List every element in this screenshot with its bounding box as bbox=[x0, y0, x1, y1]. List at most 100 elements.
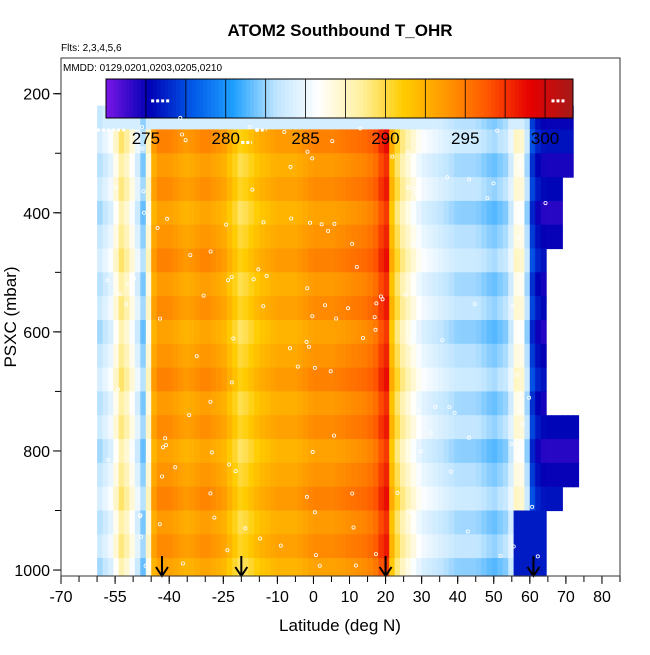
heatmap-cell bbox=[345, 534, 352, 559]
sample-marker bbox=[229, 380, 234, 385]
heatmap-cell bbox=[502, 272, 509, 297]
heatmap-cell bbox=[540, 224, 547, 250]
heatmap-cell bbox=[134, 486, 141, 512]
heatmap-cell bbox=[437, 343, 444, 369]
heatmap-cell bbox=[481, 248, 488, 273]
sample-marker bbox=[209, 450, 214, 455]
heatmap-cell bbox=[97, 153, 104, 178]
sample-marker bbox=[378, 294, 383, 299]
heatmap-cell bbox=[210, 534, 217, 559]
heatmap-cell bbox=[400, 343, 406, 369]
heatmap-cell bbox=[373, 534, 379, 559]
colorbar-segment bbox=[199, 79, 204, 118]
heatmap-cell bbox=[172, 367, 179, 392]
heatmap-cell bbox=[513, 367, 520, 392]
heatmap-cell bbox=[470, 367, 477, 392]
heatmap-cell bbox=[400, 367, 406, 392]
heatmap-cell bbox=[513, 534, 520, 559]
x-tick-label: 50 bbox=[485, 589, 503, 606]
heatmap-cell bbox=[286, 510, 293, 535]
heatmap-cell bbox=[221, 248, 228, 273]
heatmap-cell bbox=[427, 558, 434, 577]
heatmap-cell bbox=[313, 462, 320, 488]
colorbar-segment bbox=[331, 79, 337, 118]
heatmap-cell bbox=[297, 248, 304, 273]
heatmap-cell bbox=[140, 129, 147, 154]
heatmap-cell bbox=[373, 129, 379, 154]
heatmap-cell bbox=[248, 343, 255, 369]
heatmap-cell bbox=[362, 177, 369, 202]
heatmap-cell bbox=[329, 534, 336, 559]
heatmap-cell bbox=[189, 343, 195, 369]
heatmap-cell bbox=[437, 415, 444, 440]
heatmap-cell bbox=[394, 391, 401, 416]
heatmap-cell bbox=[151, 343, 158, 369]
sample-marker bbox=[360, 335, 365, 340]
heatmap-cell bbox=[308, 177, 314, 202]
heatmap-cell bbox=[519, 200, 525, 226]
heatmap-cell bbox=[335, 272, 342, 297]
sample-marker bbox=[173, 465, 178, 470]
heatmap-cell bbox=[362, 415, 369, 440]
heatmap-cell bbox=[524, 510, 531, 535]
heatmap-cell bbox=[421, 320, 428, 345]
heatmap-cell bbox=[362, 248, 369, 273]
heatmap-cell bbox=[502, 248, 509, 273]
heatmap-cell bbox=[459, 177, 466, 202]
heatmap-cell bbox=[400, 486, 406, 512]
heatmap-cell bbox=[540, 391, 547, 416]
sample-marker bbox=[225, 548, 230, 553]
heatmap-cell bbox=[270, 129, 277, 154]
sample-marker bbox=[447, 405, 452, 410]
heatmap-cell bbox=[216, 177, 223, 202]
heatmap-cell bbox=[383, 320, 390, 345]
sample-marker bbox=[278, 543, 283, 548]
heatmap-cell bbox=[183, 558, 190, 577]
heatmap-cell bbox=[351, 367, 358, 392]
colorbar-segment bbox=[125, 79, 130, 118]
heatmap-cell bbox=[286, 129, 293, 154]
heatmap-cell bbox=[259, 391, 266, 416]
heatmap-cell bbox=[194, 248, 201, 273]
heatmap-cell bbox=[535, 129, 542, 154]
sample-marker bbox=[118, 291, 123, 296]
heatmap-cell bbox=[497, 558, 504, 577]
heatmap-cell bbox=[405, 486, 412, 512]
heatmap-cell bbox=[194, 510, 201, 535]
heatmap-cell bbox=[389, 153, 396, 178]
heatmap-cell bbox=[183, 415, 190, 440]
heatmap-cell bbox=[313, 248, 320, 273]
heatmap-cell bbox=[362, 486, 369, 512]
heatmap-cell bbox=[529, 224, 536, 250]
sample-marker bbox=[137, 514, 142, 519]
heatmap-cell bbox=[313, 200, 320, 226]
heatmap-cell bbox=[162, 343, 168, 369]
heatmap-cell bbox=[329, 200, 336, 226]
heatmap-cell bbox=[297, 296, 304, 321]
heatmap-cell bbox=[502, 343, 509, 369]
heatmap-cell bbox=[129, 224, 136, 250]
sample-marker bbox=[305, 286, 310, 291]
heatmap-cell bbox=[118, 439, 125, 464]
heatmap-cell bbox=[432, 439, 439, 464]
heatmap-cell bbox=[140, 534, 147, 559]
heatmap-cell bbox=[232, 153, 239, 178]
heatmap-cell bbox=[486, 367, 493, 392]
heatmap-cell bbox=[113, 510, 120, 535]
heatmap-cell bbox=[378, 439, 385, 464]
heatmap-cell bbox=[302, 320, 309, 345]
heatmap-cell bbox=[189, 153, 195, 178]
heatmap-cell bbox=[437, 248, 444, 273]
heatmap-cell bbox=[297, 272, 304, 297]
heatmap-cell bbox=[221, 391, 228, 416]
sample-marker bbox=[143, 563, 148, 568]
heatmap-cell bbox=[373, 153, 379, 178]
heatmap-cell bbox=[340, 177, 347, 202]
heatmap-cell bbox=[199, 272, 206, 297]
heatmap-cell bbox=[172, 296, 179, 321]
heatmap-cell bbox=[156, 558, 163, 577]
heatmap-cell bbox=[237, 248, 244, 273]
heatmap-cell bbox=[270, 415, 277, 440]
sample-marker bbox=[543, 201, 548, 206]
heatmap-cell bbox=[264, 224, 271, 250]
